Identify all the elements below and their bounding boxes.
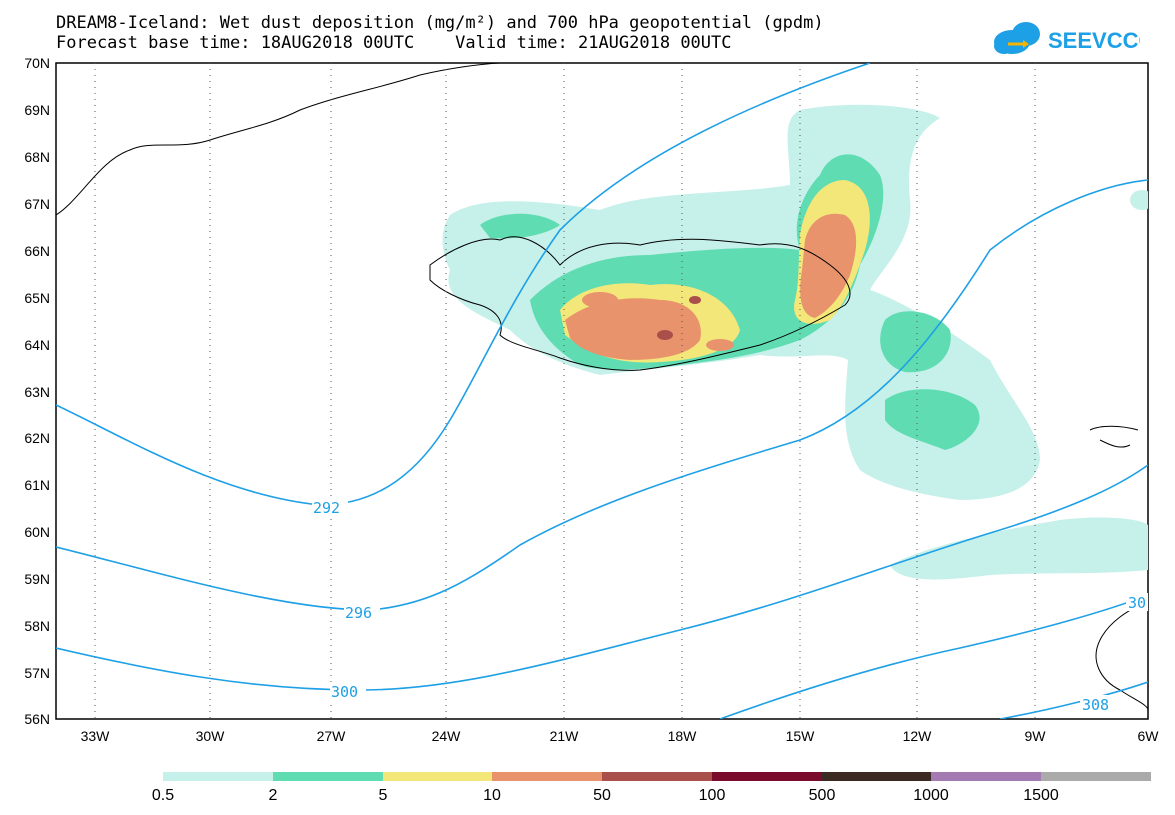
contour-label-300: 300 [331, 683, 358, 701]
lon-label: 12W [903, 728, 933, 744]
legend-labels: 0.5 2 5 10 50 100 500 1000 1500 [152, 787, 1059, 804]
legend-swatch [492, 772, 602, 781]
lon-label: 21W [550, 728, 580, 744]
lon-label: 15W [786, 728, 816, 744]
contour-300 [56, 464, 1148, 691]
lon-label: 18W [668, 728, 698, 744]
legend-tick: 10 [483, 787, 501, 804]
contour-labels: 292 296 300 30 308 [312, 498, 1148, 714]
legend-colorbar [163, 772, 1151, 781]
lat-label: 57N [24, 665, 50, 681]
legend-tick: 1000 [913, 787, 949, 804]
legend-tick: 100 [699, 787, 726, 804]
contour-296 [56, 179, 1148, 611]
legend-swatch [383, 772, 492, 781]
cloud-icon [994, 22, 1040, 54]
deposition-0.5-area [890, 517, 1148, 580]
lat-label: 56N [24, 711, 50, 727]
longitude-labels: 33W 30W 27W 24W 21W 18W 15W 12W 9W 6W [81, 728, 1160, 744]
legend-swatch [602, 772, 712, 781]
latitude-labels: 70N 69N 68N 67N 66N 65N 64N 63N 62N 61N … [24, 55, 50, 727]
lat-label: 65N [24, 290, 50, 306]
lat-label: 61N [24, 477, 50, 493]
legend-tick: 500 [809, 787, 836, 804]
contour-label-296: 296 [345, 604, 372, 622]
deposition-2-area [480, 213, 560, 239]
legend-swatch [1041, 772, 1151, 781]
lon-label: 6W [1138, 728, 1160, 744]
map-title: DREAM8-Iceland: Wet dust deposition (mg/… [56, 13, 824, 33]
legend-tick: 5 [379, 787, 388, 804]
lat-label: 67N [24, 196, 50, 212]
contour-label-304: 30 [1128, 594, 1146, 612]
legend-tick: 1500 [1023, 787, 1059, 804]
lat-label: 60N [24, 524, 50, 540]
seevccc-logo: SEEVCCC [994, 22, 1140, 54]
deposition-10-area [706, 339, 734, 351]
lat-label: 63N [24, 384, 50, 400]
lon-label: 27W [317, 728, 347, 744]
legend-tick: 50 [593, 787, 611, 804]
lat-label: 68N [24, 149, 50, 165]
legend-swatch [712, 772, 822, 781]
graticule [94, 63, 1036, 719]
contour-308 [999, 681, 1148, 719]
coastline [56, 63, 1148, 711]
deposition-10-area [565, 298, 701, 360]
contour-label-308: 308 [1082, 696, 1109, 714]
contour-304 [719, 594, 1148, 719]
greenland-coast [56, 63, 501, 216]
deposition-2-area [885, 389, 980, 450]
lon-label: 33W [81, 728, 111, 744]
forecast-times: Forecast base time: 18AUG2018 00UTC Vali… [56, 33, 732, 53]
contour-292 [56, 63, 871, 506]
dust-deposition-field [442, 104, 1148, 580]
lon-label: 9W [1025, 728, 1047, 744]
iceland-coast [429, 236, 851, 371]
lon-label: 30W [196, 728, 226, 744]
lat-label: 70N [24, 55, 50, 71]
legend-swatch [931, 772, 1041, 781]
deposition-10-area [800, 213, 857, 318]
deposition-10-area [582, 292, 618, 308]
lat-label: 66N [24, 243, 50, 259]
deposition-50-area [657, 330, 673, 340]
legend-swatch [822, 772, 931, 781]
legend-swatch [273, 772, 383, 781]
legend-swatch [163, 772, 273, 781]
legend-tick: 2 [269, 787, 278, 804]
deposition-0.5-area [1130, 190, 1148, 210]
legend-tick: 0.5 [152, 787, 174, 804]
faroe-islands [1089, 425, 1139, 448]
lat-label: 58N [24, 618, 50, 634]
logo-text: SEEVCCC [1048, 28, 1140, 53]
contour-label-292: 292 [313, 499, 340, 517]
lat-label: 64N [24, 337, 50, 353]
deposition-2-area [880, 311, 951, 373]
deposition-50-area [689, 296, 701, 304]
scotland-coast [1095, 599, 1148, 711]
lat-label: 62N [24, 430, 50, 446]
lat-label: 69N [24, 102, 50, 118]
geopotential-contours [56, 63, 1148, 719]
lat-label: 59N [24, 571, 50, 587]
lon-label: 24W [432, 728, 462, 744]
